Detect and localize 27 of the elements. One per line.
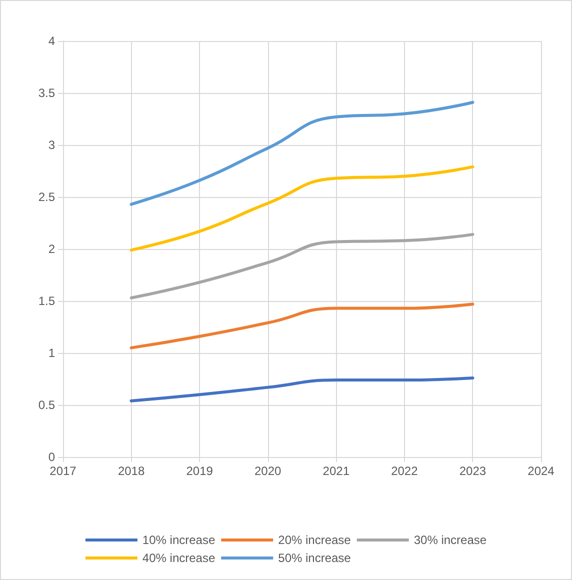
legend-label: 50% increase <box>278 551 352 565</box>
y-tick-label: 2.5 <box>38 190 56 204</box>
x-tick-label: 2022 <box>391 464 418 478</box>
legend-label: 30% increase <box>414 533 487 547</box>
legend-label: 10% increase <box>142 533 216 547</box>
x-tick-label: 2017 <box>50 464 77 478</box>
line-series <box>130 100 474 206</box>
y-tick-label: 2 <box>48 242 56 256</box>
legend-label: 20% increase <box>278 533 352 547</box>
y-tick-label: 0 <box>48 450 56 464</box>
x-tick-label: 2020 <box>254 464 282 478</box>
y-tick-label: 1 <box>48 346 56 360</box>
x-tick-label: 2018 <box>118 464 145 478</box>
y-tick-label: 4 <box>48 34 56 48</box>
legend-label: 40% increase <box>142 551 216 565</box>
x-tick-label: 2019 <box>186 464 214 478</box>
line-series <box>130 232 474 300</box>
y-tick-label: 3 <box>48 138 56 152</box>
x-tick-label: 2023 <box>459 464 486 478</box>
x-tick-label: 2021 <box>322 464 350 478</box>
y-tick-label: 0.5 <box>38 398 56 412</box>
line-series <box>130 302 474 350</box>
line-series <box>130 376 474 402</box>
y-tick-label: 1.5 <box>38 294 56 308</box>
line-series <box>130 165 474 252</box>
y-tick-label: 3.5 <box>38 86 56 100</box>
x-tick-label: 2024 <box>528 464 555 478</box>
